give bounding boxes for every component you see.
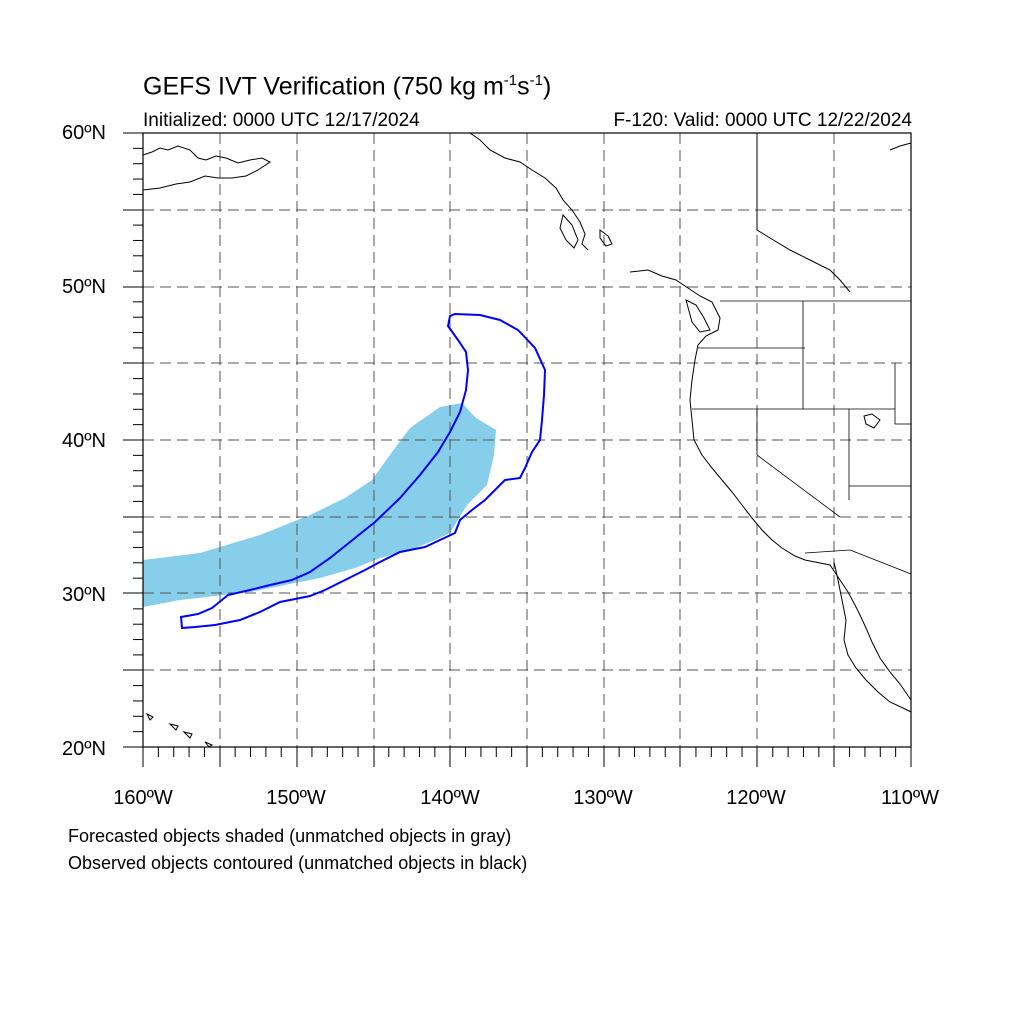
tick-marks	[123, 132, 912, 767]
gridlines	[143, 133, 911, 747]
state-borders	[692, 300, 912, 575]
lat-label-40n: 40ºN	[62, 430, 106, 452]
lat-label-60n: 60ºN	[62, 122, 106, 144]
lon-label-110w: 110ºW	[880, 787, 940, 809]
observed-ivt-contour	[179, 312, 547, 630]
legend-note-observed: Observed objects contoured (unmatched ob…	[68, 853, 528, 873]
valid-time-label: F-120: Valid: 0000 UTC 12/22/2024	[613, 110, 912, 131]
chart-title: GEFS IVT Verification (750 kg m-1s-1)	[143, 72, 552, 101]
lon-label-150w: 150ºW	[266, 787, 326, 809]
lon-label-130w: 130ºW	[573, 787, 633, 809]
lon-label-140w: 140ºW	[420, 787, 480, 809]
lon-label-160w: 160ºW	[113, 787, 173, 809]
coastlines	[142, 132, 912, 748]
lat-label-50n: 50ºN	[62, 276, 106, 298]
lat-label-30n: 30ºN	[62, 584, 106, 606]
minor-ticks	[133, 147, 897, 757]
lat-label-20n: 20ºN	[62, 738, 106, 760]
init-time-label: Initialized: 0000 UTC 12/17/2024	[143, 110, 420, 131]
forecast-ivt-object	[143, 403, 496, 607]
legend-note-forecast: Forecasted objects shaded (unmatched obj…	[68, 826, 512, 846]
lon-label-120w: 120ºW	[726, 787, 786, 809]
